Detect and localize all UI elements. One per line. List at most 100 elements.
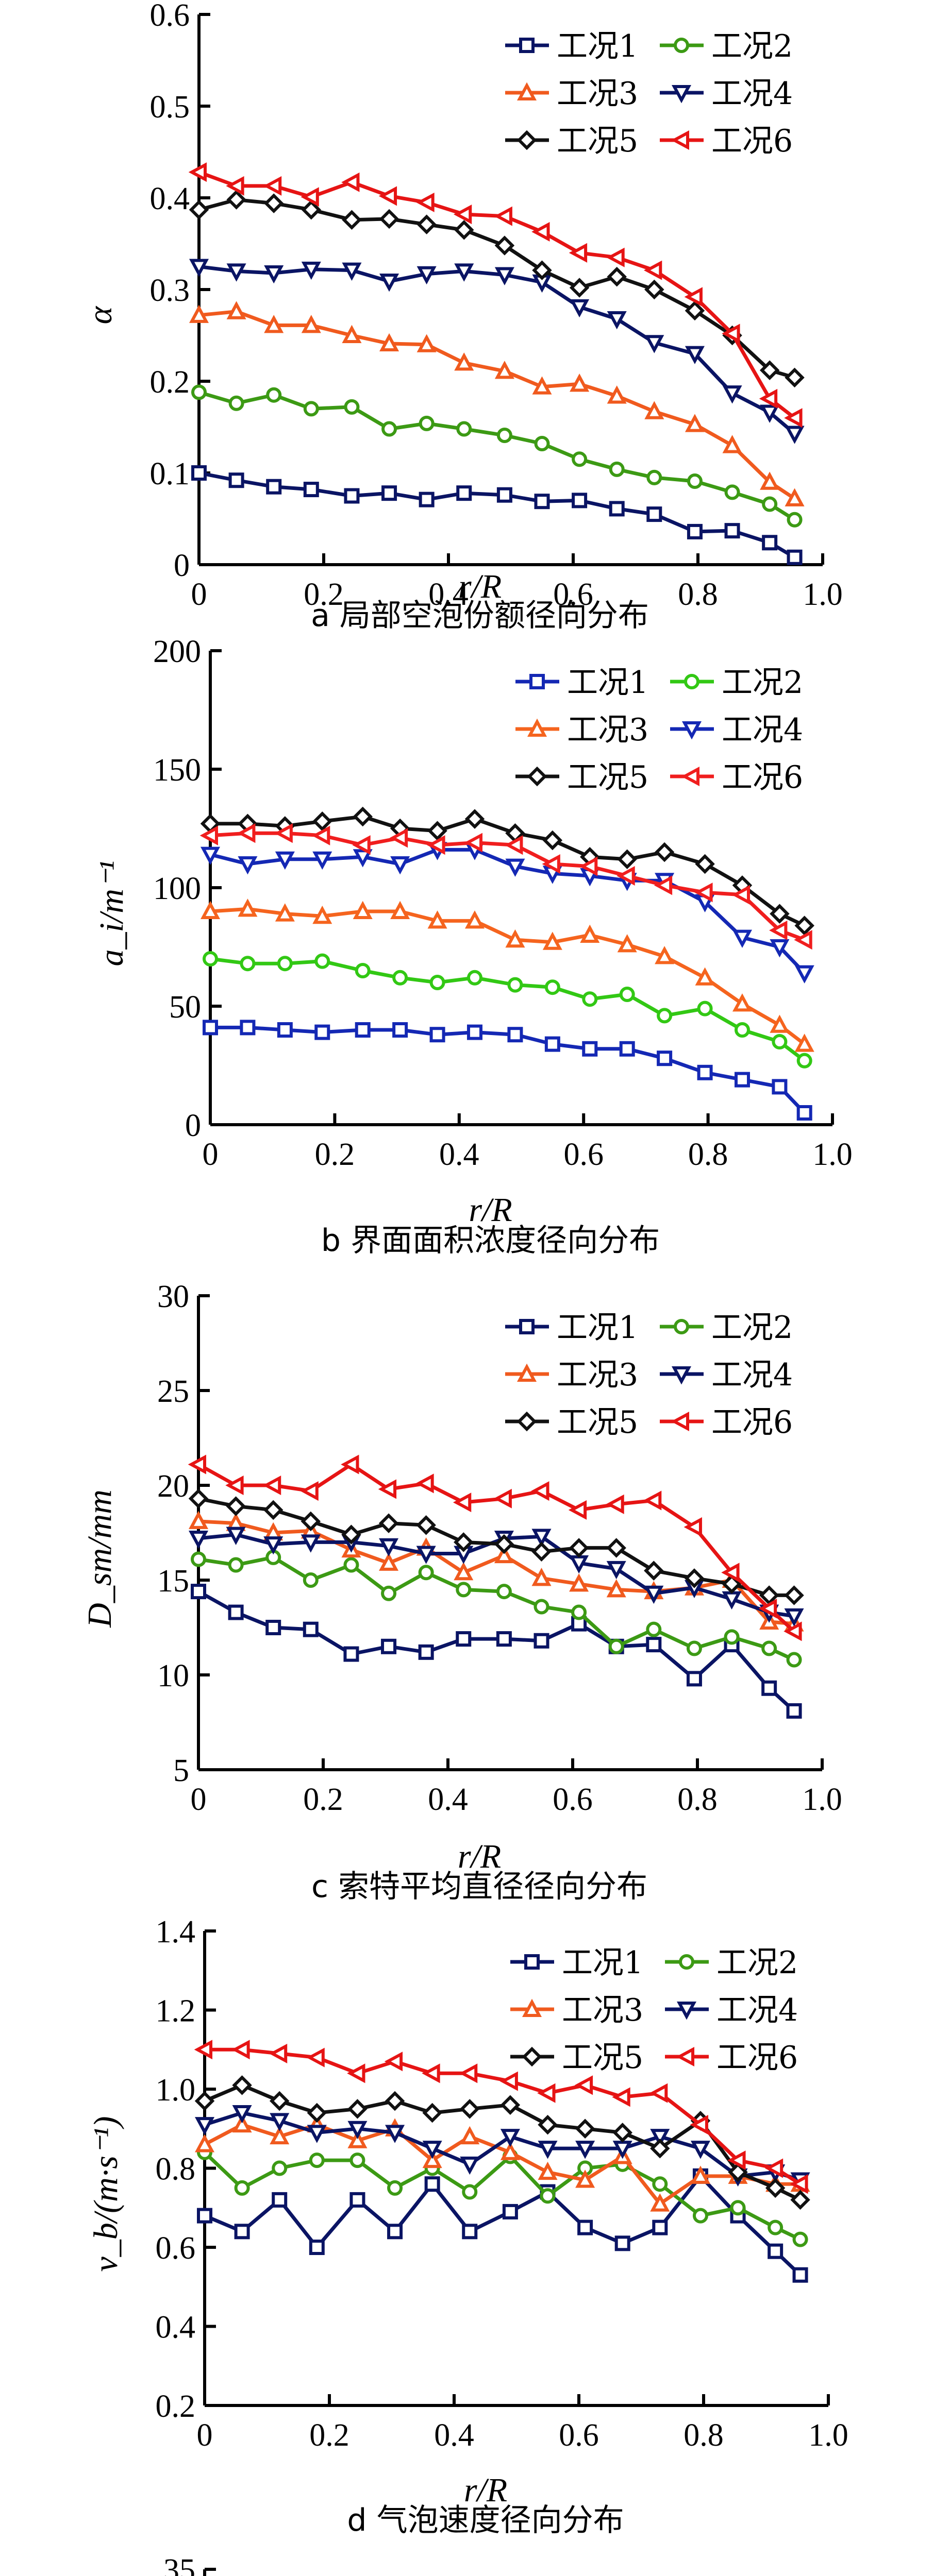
legend-marker-icon [671,85,692,104]
data-point [416,192,435,212]
legend-label: 工况1 [562,1945,643,1981]
series-2 [191,1549,802,1668]
data-point [544,979,560,995]
data-point [226,190,246,210]
data-point [459,2063,478,2083]
legend-label: 工况4 [722,712,803,748]
data-point [575,2170,595,2188]
data-point [277,1022,293,1038]
data-point [303,1572,319,1588]
data-point [614,2235,630,2251]
data-point [312,811,332,832]
data-point [462,2224,478,2240]
data-point [787,512,803,528]
data-point [644,1585,664,1604]
data-point [500,2095,521,2115]
legend-marker-icon [519,38,535,53]
data-point [569,1555,589,1574]
data-point [643,1490,662,1511]
data-point [657,1050,673,1066]
data-point [606,1538,626,1558]
data-point [494,267,514,285]
legend-label: 工况3 [567,712,648,748]
data-point [684,1568,705,1588]
data-point [389,828,408,848]
data-point [607,385,627,404]
legend-marker-icon [674,38,689,53]
data-point [225,1475,244,1496]
data-point [194,2117,215,2136]
data-point [460,2156,480,2175]
data-point [580,924,600,943]
data-point [342,325,362,343]
data-point [790,2174,808,2194]
data-point [232,2075,252,2095]
data-point [262,1475,281,1496]
data-point [427,835,445,855]
y-tick-label: 200 [153,634,201,669]
data-point [532,260,552,280]
x-tick-label: 0.2 [309,2418,349,2453]
data-point [301,261,321,280]
series-1 [191,1584,802,1719]
y-tick-label: 5 [173,1753,189,1788]
data-point [697,1001,713,1016]
series-line [197,1590,795,1713]
legend-marker-icon [671,1411,689,1432]
legend-marker-icon [522,2046,542,2067]
data-point [189,259,209,277]
data-point [191,1584,206,1600]
data-point [203,951,218,967]
data-point [343,1646,359,1662]
data-point [390,856,410,875]
data-point [532,376,552,395]
data-point [505,929,525,948]
x-axis-title: r/R [464,2471,507,2509]
data-point [772,1034,788,1049]
series-line [198,265,796,435]
data-point [496,428,512,444]
legend-marker-icon [516,82,537,100]
legend-label: 工况1 [557,1310,638,1346]
legend-label: 工况4 [711,76,793,112]
data-point [794,1033,814,1052]
data-point [794,916,814,936]
x-tick-label: 0.4 [439,1137,479,1172]
series-6 [199,823,812,950]
data-point [606,1561,626,1580]
data-point [342,210,362,230]
data-point [355,963,371,978]
y-tick-label: 1.0 [156,2073,196,2108]
data-point [416,266,437,285]
series-6 [194,2040,808,2194]
series-3 [200,899,814,1052]
series-6 [188,1454,802,1641]
legend-label: 工况2 [722,665,803,701]
data-point [314,1024,330,1040]
data-point [191,465,207,481]
data-point [266,479,282,495]
legend-marker-icon [527,718,547,737]
data-point [786,1652,802,1668]
x-tick-label: 1.0 [803,577,843,612]
data-point [191,384,207,400]
data-point [575,2141,595,2159]
legend: 工况1 工况2 工况3 工况4 工况5 工况6 [505,28,793,159]
data-point [762,496,778,512]
x-tick-label: 0.8 [677,1782,718,1817]
data-point [772,1079,788,1095]
series-1 [203,1020,812,1121]
data-point [538,2141,558,2159]
data-point [785,426,805,444]
legend-label: 工况6 [711,123,793,159]
data-point [347,2099,368,2119]
series-4 [189,259,805,444]
data-point [687,523,703,539]
x-tick-label: 0.6 [553,577,593,612]
data-point [189,304,209,323]
x-axis-title: r/R [458,568,502,605]
data-point [684,1517,702,1537]
data-point [500,2142,520,2160]
series-line [204,2174,802,2277]
data-point [301,315,321,333]
